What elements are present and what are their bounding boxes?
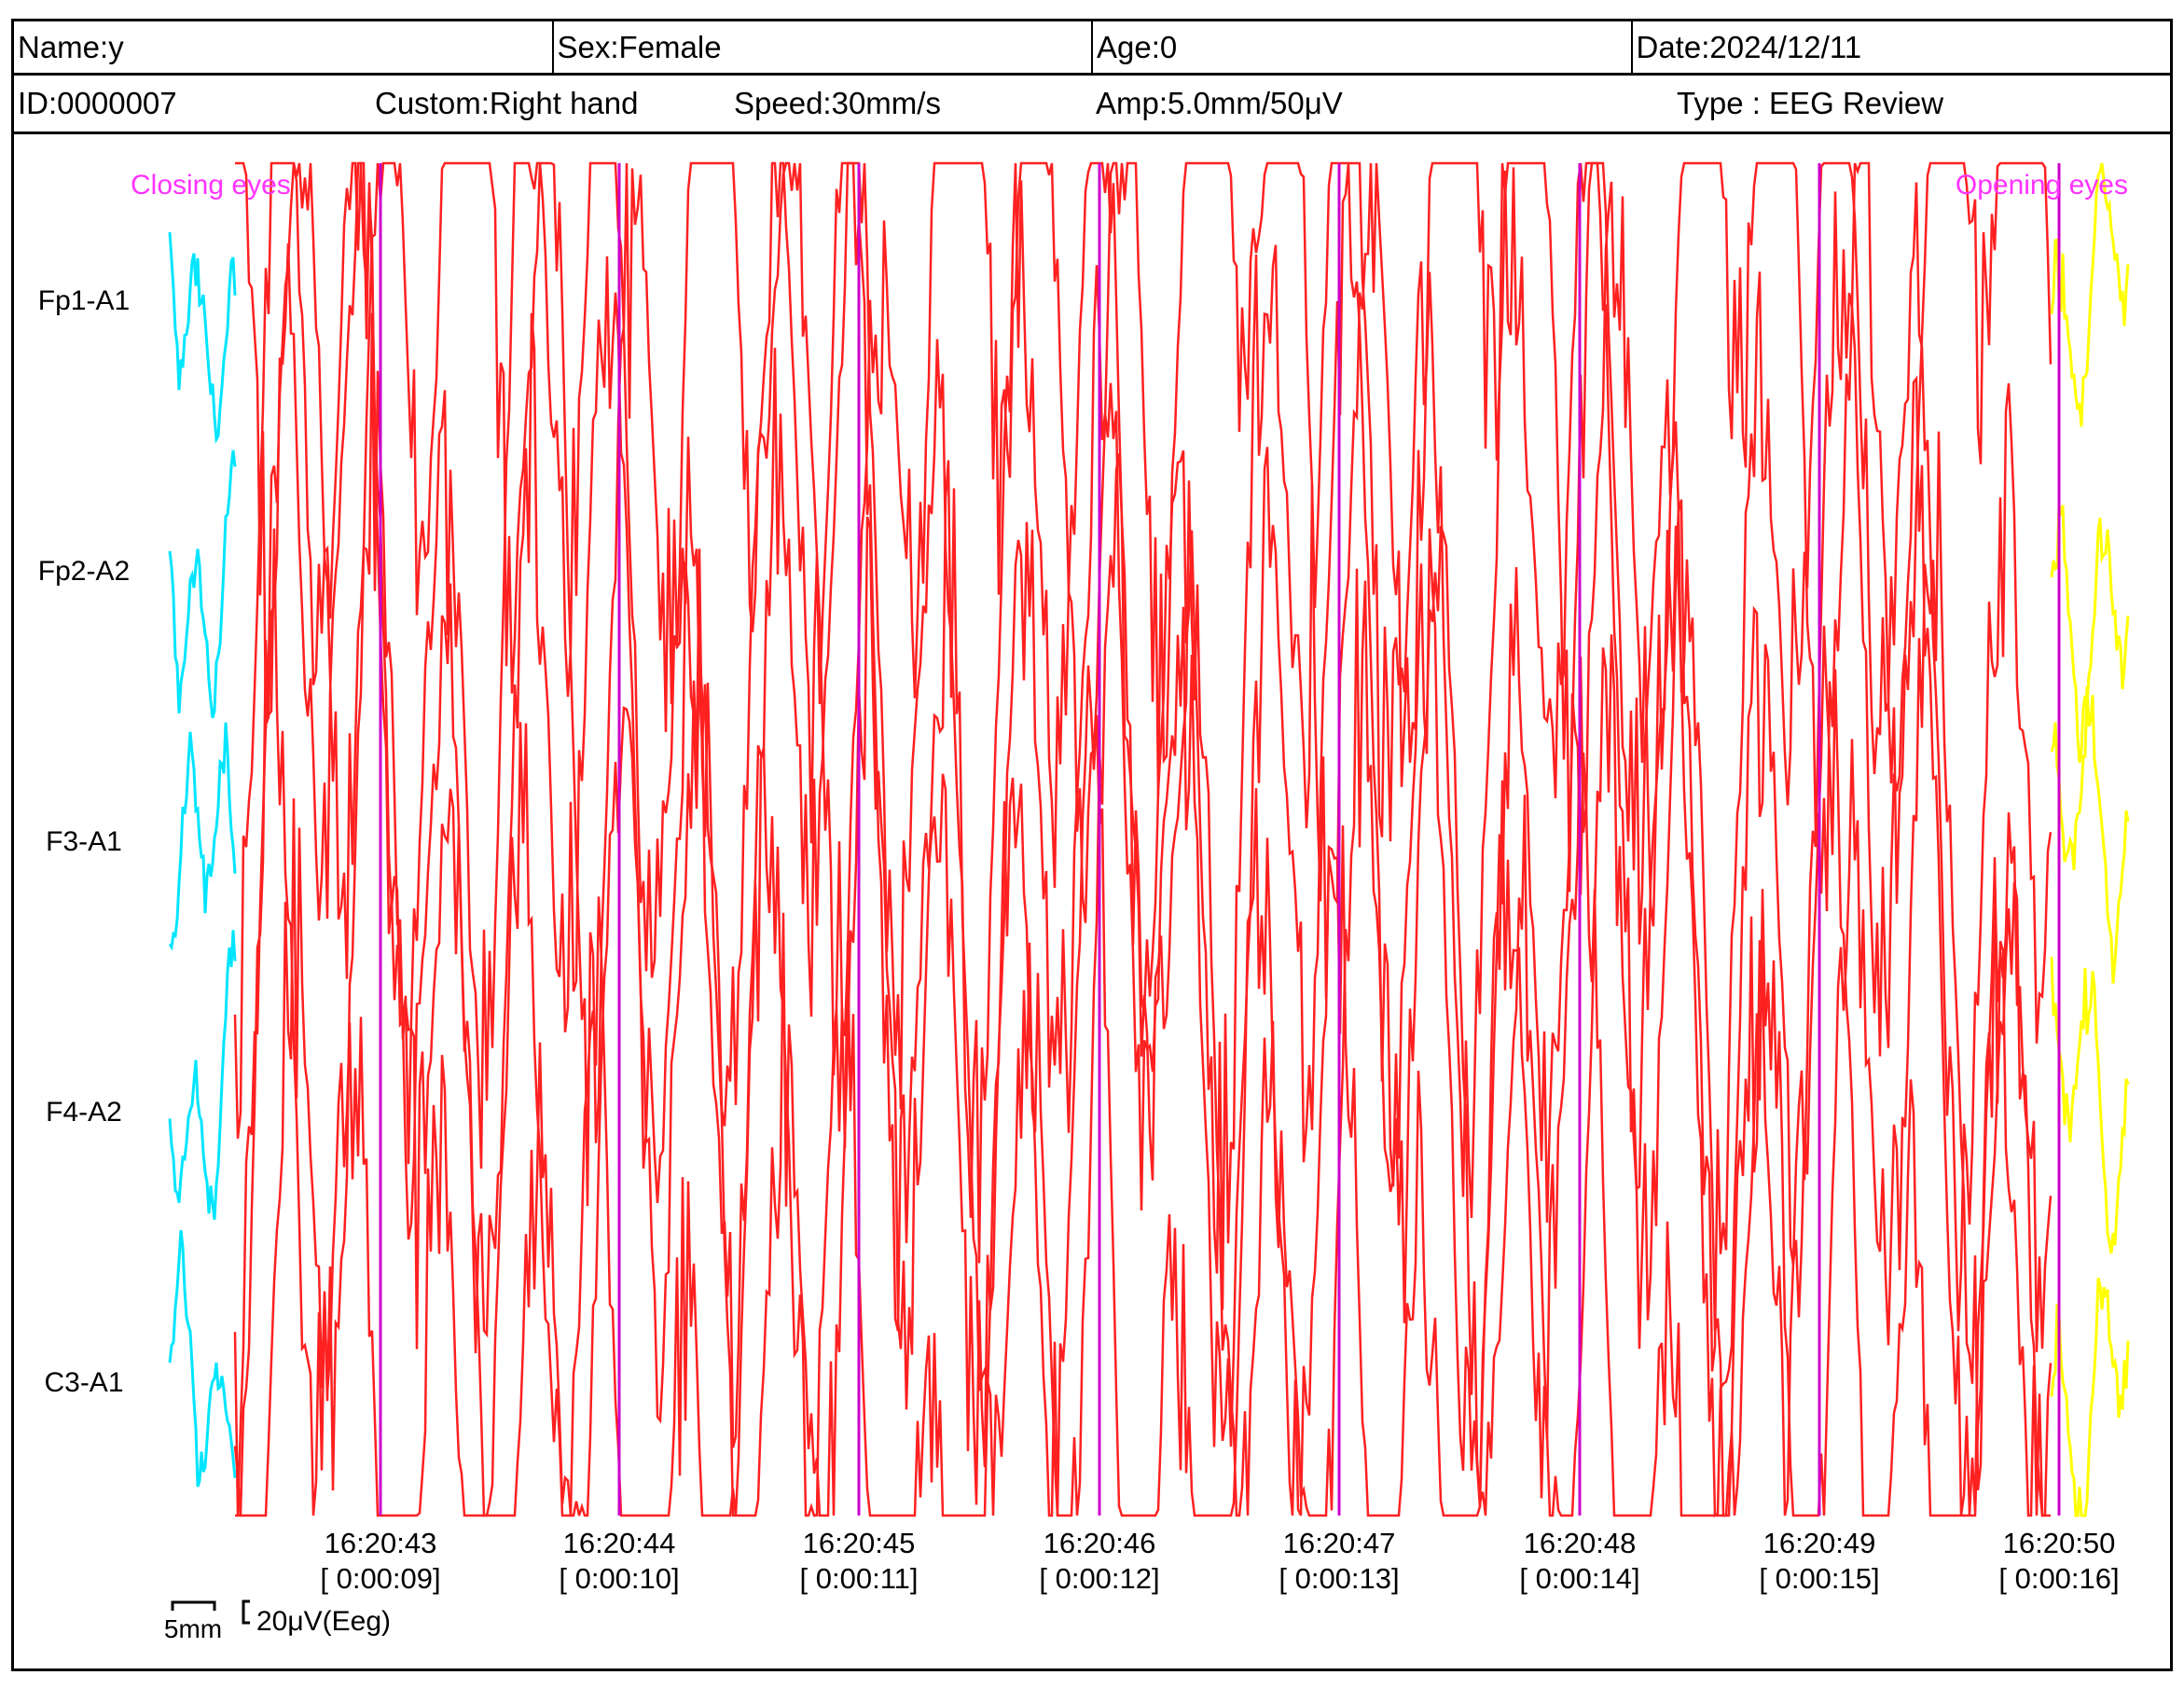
speed-label: Speed:30mm/s [734, 86, 941, 120]
eeg-trace-post-2 [2050, 685, 2130, 984]
eeg-trace-0 [235, 161, 2053, 1207]
time-tick-clock-5: 16:20:48 [1524, 1527, 1637, 1559]
recording-info-row: ID:0000007 Custom:Right hand Speed:30mm/… [14, 76, 2170, 134]
eeg-trace-pre-0 [168, 231, 237, 445]
eeg-trace-3 [233, 312, 2051, 1517]
time-tick-clock-0: 16:20:43 [325, 1527, 437, 1559]
channel-label-1: Fp2-A2 [38, 556, 130, 587]
amp-scale-bar [242, 1599, 250, 1625]
channel-label-2: F3-A1 [46, 826, 122, 857]
patient-header-row: Name:y Sex:Female Age:0 Date:2024/12/11 [14, 21, 2170, 76]
time-tick-clock-4: 16:20:47 [1283, 1527, 1396, 1559]
patient-age: Age:0 [1093, 21, 1633, 73]
eeg-trace-post-0 [2050, 162, 2130, 427]
eeg-trace-post-1 [2050, 505, 2130, 764]
eeg-trace-pre-2 [168, 722, 237, 951]
time-tick-elapsed-7: [ 0:00:16] [1998, 1562, 2119, 1595]
channel-label-0: Fp1-A1 [38, 285, 130, 316]
time-scale-label: 5mm [164, 1614, 222, 1643]
patient-sex: Sex:Female [554, 21, 1093, 73]
custom-label: Custom:Right hand [375, 86, 639, 120]
time-tick-clock-7: 16:20:50 [2003, 1527, 2116, 1559]
record-date: Date:2024/12/11 [1636, 30, 1862, 64]
amp-label: Amp:5.0mm/50μV [1096, 86, 1343, 120]
time-tick-elapsed-5: [ 0:00:14] [1519, 1562, 1639, 1595]
annotation-closing-eyes: Closing eyes [131, 170, 291, 201]
eeg-report-frame: Name:y Sex:Female Age:0 Date:2024/12/11 … [11, 19, 2173, 1671]
patient-name: Name:y [14, 21, 554, 73]
eeg-trace-pre-3 [168, 930, 237, 1220]
eeg-trace-post-3 [2050, 956, 2130, 1254]
time-scale-bar [171, 1600, 216, 1611]
time-tick-clock-6: 16:20:49 [1763, 1527, 1876, 1559]
amp-scale-label: 20μV(Eeg) [256, 1606, 391, 1637]
channel-label-3: F4-A2 [46, 1097, 122, 1128]
time-tick-elapsed-2: [ 0:00:11] [800, 1562, 919, 1595]
eeg-trace-pre-1 [168, 450, 237, 719]
patient-id: ID:0000007 [18, 86, 177, 120]
time-tick-elapsed-4: [ 0:00:13] [1279, 1562, 1399, 1595]
eeg-trace-post-4 [2050, 1277, 2130, 1517]
eeg-trace-pre-4 [168, 1230, 237, 1488]
channel-label-4: C3-A1 [44, 1367, 123, 1398]
annotation-opening-eyes: Opening eyes [1956, 170, 2128, 201]
time-tick-clock-1: 16:20:44 [563, 1527, 676, 1559]
time-tick-clock-2: 16:20:45 [803, 1527, 916, 1559]
time-tick-elapsed-1: [ 0:00:10] [559, 1562, 679, 1595]
eeg-trace-2 [233, 161, 2053, 1518]
type-label: Type : EEG Review [1677, 86, 1944, 120]
time-tick-elapsed-0: [ 0:00:09] [320, 1562, 440, 1595]
time-tick-clock-3: 16:20:46 [1044, 1527, 1156, 1559]
time-tick-elapsed-3: [ 0:00:12] [1039, 1562, 1159, 1595]
eeg-trace-4 [235, 528, 2053, 1517]
time-tick-elapsed-6: [ 0:00:15] [1759, 1562, 1879, 1595]
